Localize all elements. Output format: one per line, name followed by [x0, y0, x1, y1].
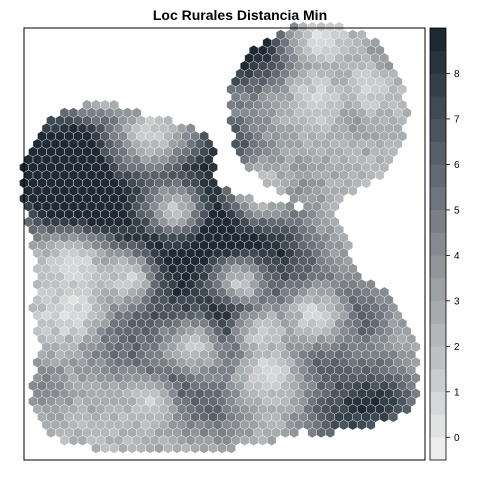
hex-cell — [402, 403, 412, 415]
legend-bin — [430, 232, 446, 256]
legend-bin — [430, 300, 446, 324]
legend-bin — [430, 141, 446, 165]
legend-tick-label: 7 — [454, 114, 460, 125]
plot-frame — [23, 27, 426, 461]
legend-tick-label: 8 — [454, 69, 460, 80]
hex-cell — [375, 169, 385, 181]
legend-bin — [430, 391, 446, 415]
legend-tick-label: 0 — [454, 433, 460, 444]
legend-tick-label: 2 — [454, 342, 460, 353]
legend-bin — [430, 187, 446, 211]
legend-bin — [430, 164, 446, 188]
color-legend: 0 1 2 3 4 5 6 7 8 — [429, 27, 460, 461]
legend-bin — [430, 346, 446, 370]
hex-cell — [366, 419, 376, 431]
legend-bin — [430, 323, 446, 347]
chart-title: Loc Rurales Distancia Min — [153, 7, 327, 23]
legend-tick-label: 4 — [454, 251, 460, 262]
hex-cell — [361, 177, 371, 189]
legend-bin — [430, 28, 446, 52]
legend-bin — [430, 118, 446, 142]
legend-tick-label: 6 — [454, 160, 460, 171]
legend-tick-label: 3 — [454, 296, 460, 307]
legend-bin — [430, 50, 446, 74]
hex-cell — [267, 434, 277, 446]
legend-bin — [430, 437, 446, 461]
hex-cell — [325, 427, 335, 439]
hex-cell — [348, 185, 358, 197]
legend-bin — [430, 255, 446, 279]
hex-cell — [289, 427, 299, 439]
legend-bin — [430, 73, 446, 97]
legend-bin — [430, 209, 446, 233]
legend-bin — [430, 369, 446, 393]
legend-bin — [430, 414, 446, 438]
legend-frame — [429, 27, 447, 461]
legend-bin — [430, 278, 446, 302]
hex-cell — [226, 442, 236, 454]
legend-tick-label: 1 — [454, 387, 460, 398]
legend-tick-label: 5 — [454, 205, 460, 216]
hex-cell — [388, 411, 398, 423]
legend-bin — [430, 96, 446, 120]
hex-cells — [19, 21, 421, 454]
